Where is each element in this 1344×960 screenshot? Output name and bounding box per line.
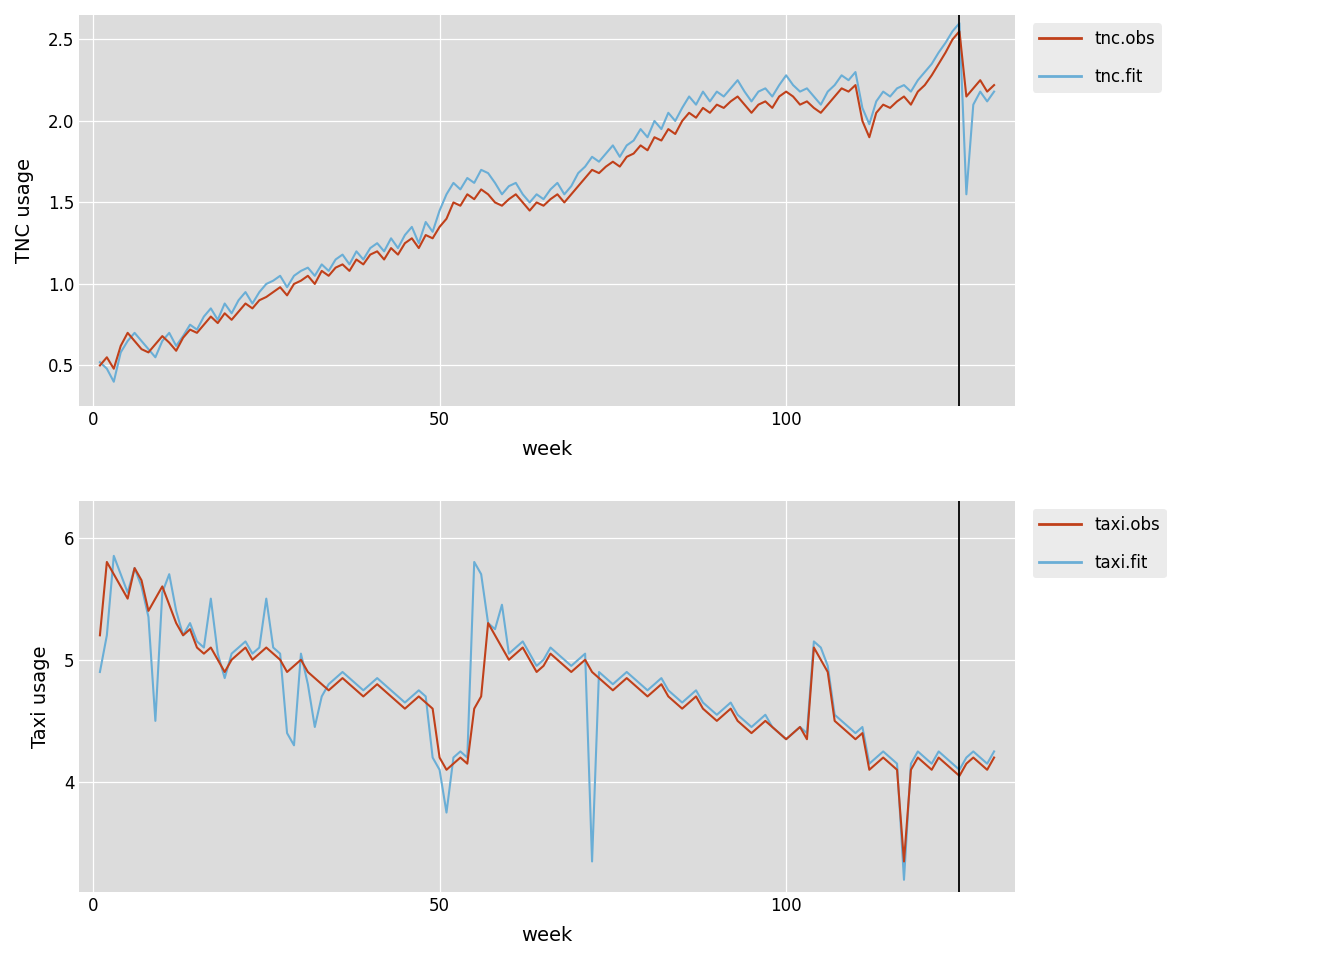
taxi.fit — [563, 660, 579, 672]
taxi.obs — [91, 630, 108, 641]
taxi.obs — [798, 733, 814, 745]
Y-axis label: Taxi usage: Taxi usage — [31, 645, 50, 748]
Line: tnc.obs: tnc.obs — [99, 32, 995, 369]
tnc.obs — [798, 96, 814, 108]
tnc.fit — [480, 167, 496, 179]
taxi.fit — [896, 874, 913, 885]
tnc.obs — [91, 360, 108, 372]
taxi.fit — [106, 550, 122, 562]
taxi.obs — [341, 679, 358, 690]
taxi.fit — [688, 684, 704, 696]
tnc.obs — [688, 112, 704, 124]
Line: tnc.fit: tnc.fit — [99, 23, 995, 382]
taxi.obs — [896, 855, 913, 867]
tnc.fit — [952, 17, 968, 29]
tnc.obs — [480, 188, 496, 200]
taxi.fit — [91, 666, 108, 678]
tnc.obs — [563, 188, 579, 200]
tnc.fit — [563, 180, 579, 192]
Legend: tnc.obs, tnc.fit: tnc.obs, tnc.fit — [1032, 23, 1161, 93]
tnc.fit — [688, 99, 704, 110]
tnc.fit — [798, 83, 814, 94]
tnc.fit — [757, 83, 773, 94]
Line: taxi.obs: taxi.obs — [99, 562, 995, 861]
taxi.obs — [688, 690, 704, 702]
tnc.obs — [757, 96, 773, 108]
Line: taxi.fit: taxi.fit — [99, 556, 995, 879]
tnc.fit — [986, 85, 1003, 97]
taxi.fit — [341, 672, 358, 684]
Legend: taxi.obs, taxi.fit: taxi.obs, taxi.fit — [1032, 509, 1167, 579]
tnc.obs — [986, 80, 1003, 91]
taxi.fit — [480, 617, 496, 629]
taxi.obs — [99, 556, 116, 567]
X-axis label: week: week — [521, 926, 573, 945]
tnc.fit — [91, 356, 108, 368]
taxi.obs — [986, 752, 1003, 763]
taxi.obs — [480, 617, 496, 629]
tnc.fit — [341, 258, 358, 270]
Y-axis label: TNC usage: TNC usage — [15, 158, 34, 263]
taxi.fit — [798, 728, 814, 739]
taxi.fit — [757, 709, 773, 721]
tnc.obs — [106, 363, 122, 374]
tnc.obs — [952, 26, 968, 37]
taxi.obs — [757, 715, 773, 727]
tnc.fit — [106, 376, 122, 388]
tnc.obs — [341, 265, 358, 276]
taxi.fit — [986, 746, 1003, 757]
X-axis label: week: week — [521, 441, 573, 459]
taxi.obs — [563, 666, 579, 678]
